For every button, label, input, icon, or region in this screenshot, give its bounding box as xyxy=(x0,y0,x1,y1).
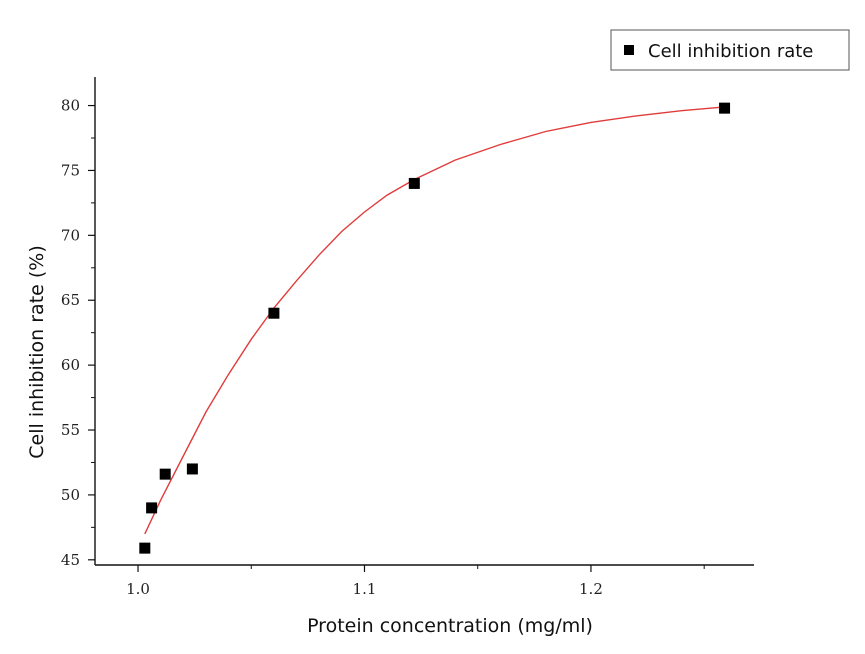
fit-line-layer xyxy=(144,106,725,535)
x-ticks: 1.0 1.1 1.2 xyxy=(126,565,705,598)
y-tick-label: 60 xyxy=(61,356,80,374)
y-tick-label: 45 xyxy=(61,551,80,569)
data-point xyxy=(408,177,420,189)
y-tick-label: 55 xyxy=(61,421,80,439)
legend-label: Cell inhibition rate xyxy=(648,41,813,62)
y-ticks: 45 50 55 60 65 70 75 80 xyxy=(61,97,95,569)
x-tick-label: 1.1 xyxy=(353,580,377,598)
fit-curve xyxy=(144,106,725,535)
y-tick-label: 80 xyxy=(61,97,80,115)
y-tick-label: 75 xyxy=(61,161,80,179)
y-tick-label: 65 xyxy=(61,291,80,309)
data-point xyxy=(186,463,198,475)
data-point xyxy=(719,102,731,114)
y-tick-label: 70 xyxy=(61,226,80,244)
legend-box xyxy=(610,29,850,71)
x-tick-label: 1.0 xyxy=(126,580,150,598)
legend: Cell inhibition rate xyxy=(610,29,850,71)
x-axis-title: Protein concentration (mg/ml) xyxy=(307,615,593,637)
axes: 45 50 55 60 65 70 75 80 1.0 1.1 1.2 xyxy=(61,77,754,598)
data-point xyxy=(159,468,171,480)
x-tick-label: 1.2 xyxy=(579,580,603,598)
y-axis-title: Cell inhibition rate (%) xyxy=(26,245,48,458)
scatter-layer xyxy=(139,102,731,554)
data-point xyxy=(268,307,280,319)
y-tick-label: 50 xyxy=(61,486,80,504)
data-point xyxy=(146,502,158,514)
legend-marker xyxy=(624,45,634,55)
data-point xyxy=(139,542,151,554)
